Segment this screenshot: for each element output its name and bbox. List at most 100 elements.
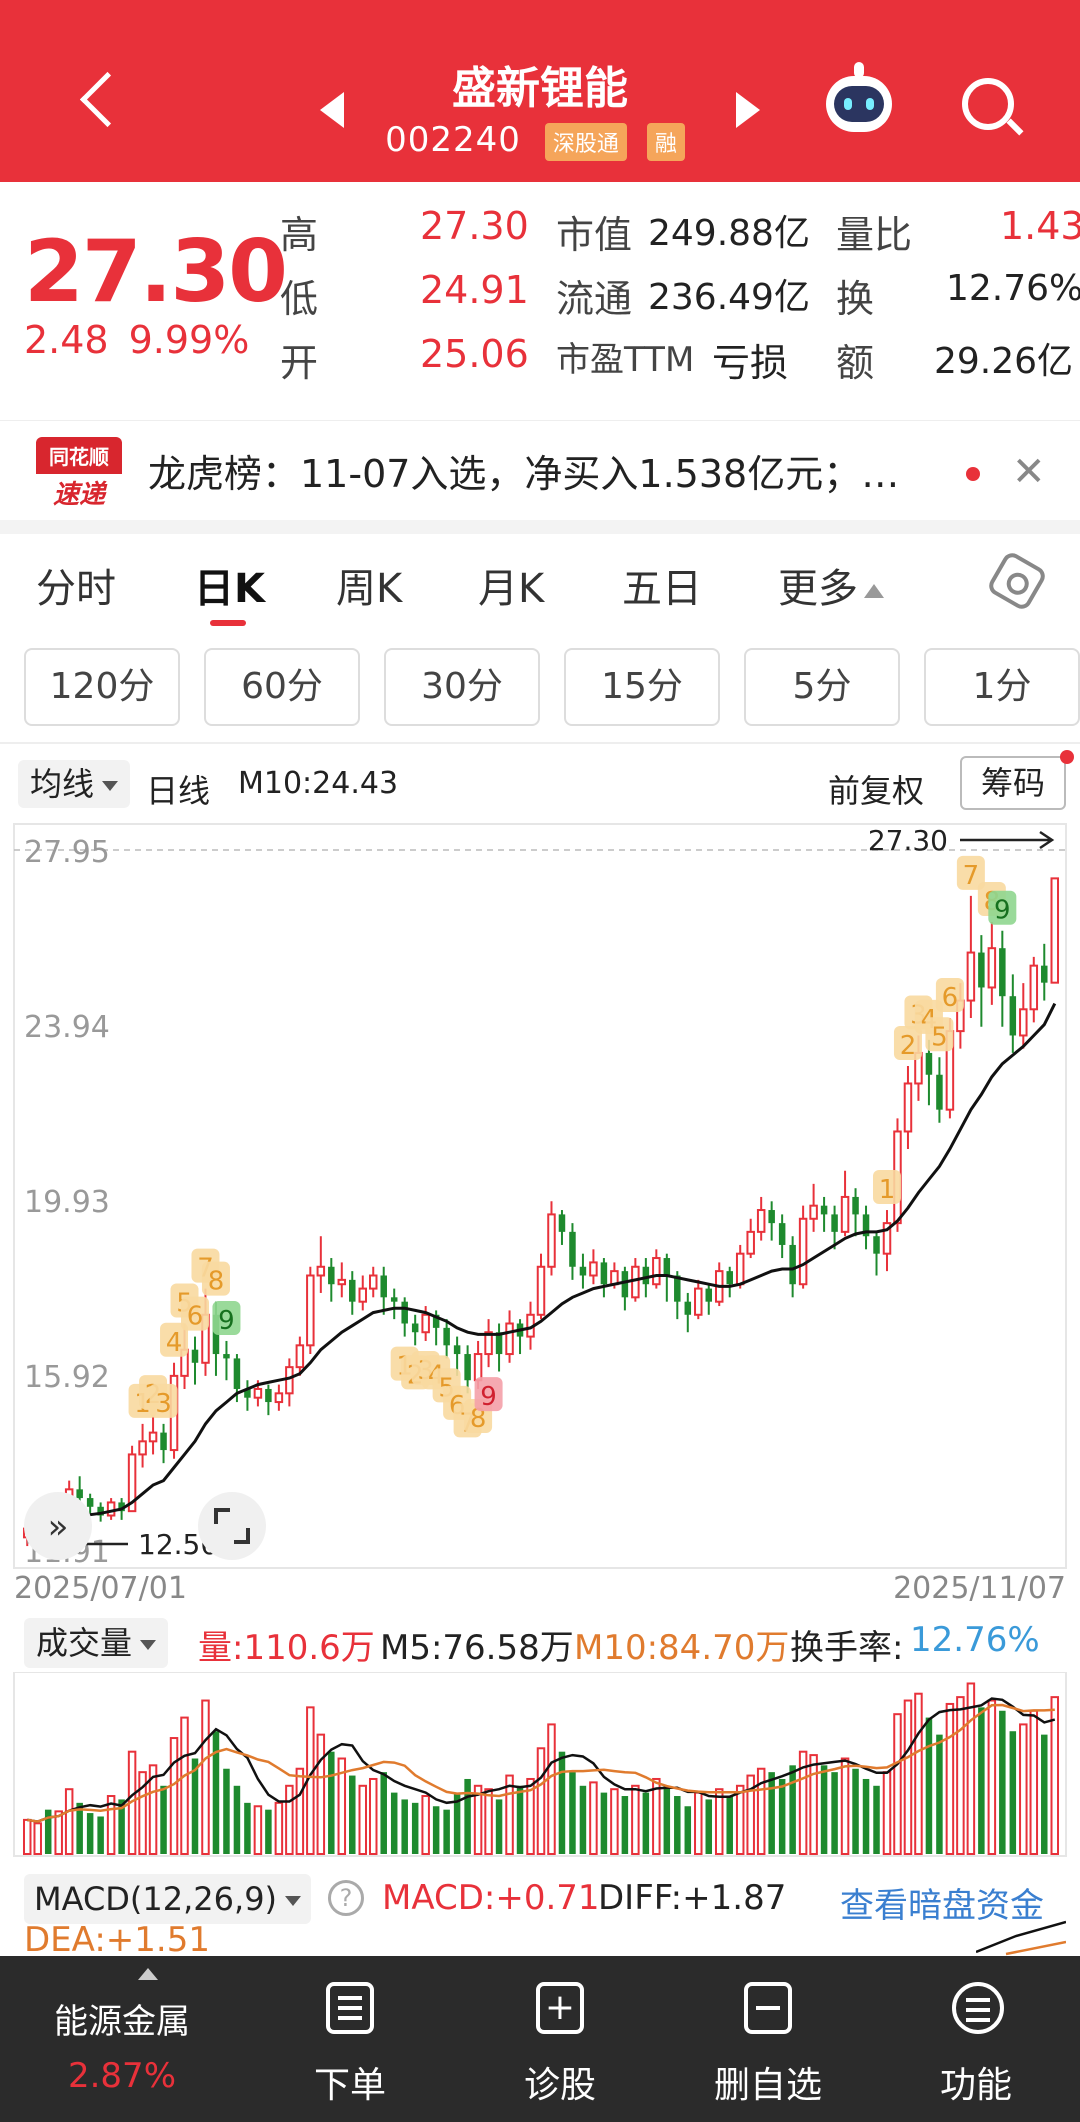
help-icon[interactable]: ? <box>328 1880 364 1916</box>
volume-bar <box>295 1767 305 1855</box>
tab-daily-k[interactable]: 日K <box>194 566 265 612</box>
signal-badges: 123456789123456789123456789 <box>128 855 1017 1438</box>
volume-bar <box>64 1788 74 1855</box>
ma10-readout: M10:24.43 <box>238 766 399 801</box>
volume-bar <box>285 1784 294 1855</box>
change-amount: 2.48 <box>24 318 109 362</box>
tab-intraday[interactable]: 分时 <box>36 566 116 612</box>
volume-bar <box>862 1778 870 1854</box>
candle-body <box>473 1353 483 1382</box>
prev-stock-icon[interactable] <box>320 92 344 128</box>
candle-body <box>642 1266 650 1285</box>
volume-bar <box>778 1778 786 1854</box>
y-tick-label: 27.95 <box>24 835 110 870</box>
next-stock-icon[interactable] <box>736 92 760 128</box>
volume-bar <box>233 1785 241 1854</box>
candle-body <box>756 1209 766 1233</box>
active-tab-indicator <box>210 620 246 626</box>
remove-watchlist-button[interactable]: 删自选 <box>668 1956 868 2122</box>
robot-antenna <box>854 62 864 78</box>
caret-up-icon <box>138 1968 158 1980</box>
float-value: 236.49亿 <box>648 277 810 318</box>
volume-bar <box>694 1791 703 1855</box>
signal-number: 8 <box>470 1404 487 1434</box>
signal-number: 6 <box>942 983 959 1013</box>
min-1-button[interactable]: 1分 <box>924 648 1080 726</box>
candle-body <box>1050 877 1060 984</box>
volume-bar <box>421 1795 430 1855</box>
volume-bar <box>223 1768 230 1854</box>
chip-button[interactable]: 筹码 <box>960 756 1066 810</box>
rewind-button-bg[interactable] <box>24 1492 92 1560</box>
min-5-button[interactable]: 5分 <box>744 648 900 726</box>
stock-code-row: 002240 深股通融 <box>0 120 1080 161</box>
candle-body <box>127 1453 137 1513</box>
dark-pool-link[interactable]: 查看暗盘资金 <box>840 1886 1044 1926</box>
diagnose-button[interactable]: 诊股 <box>460 1956 660 2122</box>
volume-bar <box>589 1781 598 1855</box>
tab-five-day[interactable]: 五日 <box>622 566 702 612</box>
divider <box>0 742 1080 744</box>
order-button[interactable]: 下单 <box>250 1956 450 2122</box>
candle-body <box>432 1314 440 1328</box>
min-120-button[interactable]: 120分 <box>24 648 180 726</box>
ma10-line <box>26 1002 1057 1535</box>
candle-body <box>621 1271 629 1298</box>
candle-body <box>443 1327 450 1346</box>
volume-bar <box>936 1734 943 1854</box>
rewind-icon[interactable]: » <box>48 1507 69 1547</box>
mktcap-label: 市值 <box>556 213 633 257</box>
candle-body <box>831 1214 838 1232</box>
volume-bar <box>401 1799 408 1854</box>
candle-body <box>421 1313 430 1334</box>
volume-bar <box>118 1799 125 1854</box>
sector-button[interactable]: 能源金属 2.87% <box>22 1956 222 2122</box>
volume-bar <box>1009 1731 1017 1854</box>
min-15-button[interactable]: 15分 <box>564 648 720 726</box>
volume-bar <box>244 1802 251 1854</box>
volume-bar <box>160 1785 167 1854</box>
signal-badge <box>935 978 964 1013</box>
fullscreen-icon[interactable] <box>214 1508 250 1544</box>
dropdown-icon <box>285 1896 302 1906</box>
ma-selector[interactable]: 均线 <box>18 760 131 808</box>
candle-body <box>589 1261 598 1277</box>
min-60-button[interactable]: 60分 <box>204 648 360 726</box>
macd-diff-line <box>976 1920 1066 1954</box>
tab-more[interactable]: 更多 <box>778 556 884 614</box>
volume-bar <box>536 1747 546 1855</box>
function-button[interactable]: 功能 <box>876 1956 1076 2122</box>
volume-bar <box>443 1809 450 1854</box>
divider <box>0 520 1080 534</box>
volume-bar <box>76 1802 83 1854</box>
tab-monthly-k[interactable]: 月K <box>478 566 545 612</box>
volume-bar <box>464 1778 471 1854</box>
candle-body <box>86 1498 94 1507</box>
fullscreen-button-bg[interactable] <box>198 1492 266 1560</box>
volume-bar <box>212 1731 220 1854</box>
indicator-selector[interactable]: 成交量 <box>24 1618 169 1668</box>
candlestick-chart[interactable]: 123456789123456789123456789 27.9523.9419… <box>0 820 1080 1610</box>
macd-selector[interactable]: MACD(12,26,9) <box>24 1874 312 1924</box>
settings-icon[interactable] <box>985 549 1049 613</box>
candle-body <box>191 1349 199 1363</box>
candle-body <box>118 1502 125 1512</box>
candle-body <box>663 1258 671 1276</box>
signal-badge <box>160 1322 189 1357</box>
candle-body <box>558 1214 566 1232</box>
min-30-button[interactable]: 30分 <box>384 648 540 726</box>
close-icon[interactable]: ✕ <box>1012 449 1046 495</box>
volume-bar <box>358 1784 368 1855</box>
unread-dot <box>966 467 980 481</box>
candle-body <box>358 1287 368 1303</box>
robot-assistant-icon[interactable] <box>826 76 892 132</box>
search-icon[interactable] <box>962 78 1014 130</box>
turnover-label: 换 <box>836 277 875 321</box>
adjust-toggle[interactable]: 前复权 <box>828 772 925 810</box>
signal-number: 9 <box>994 896 1011 926</box>
volume-bar <box>138 1771 147 1855</box>
dragon-tiger-banner[interactable]: 同花顺 速递 龙虎榜：11-07入选，净买入1.538亿元；… ✕ <box>0 420 1080 520</box>
stock-code: 002240 <box>385 120 521 160</box>
tab-weekly-k[interactable]: 周K <box>336 566 403 612</box>
